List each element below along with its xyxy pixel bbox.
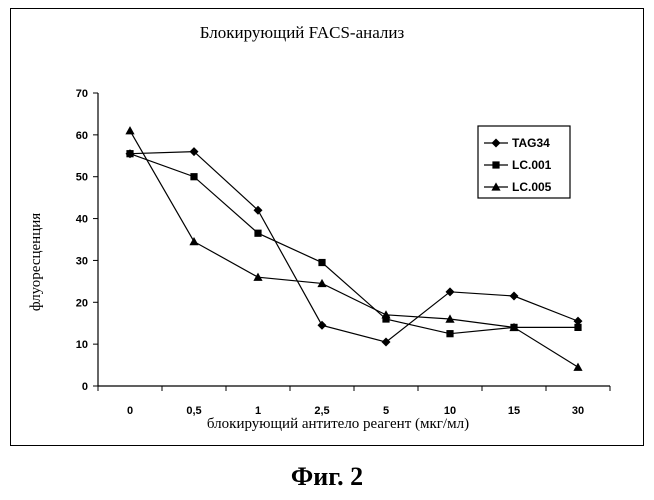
- y-tick-label: 50: [76, 172, 88, 184]
- legend: TAG34 LC.001 LC.005: [477, 125, 571, 199]
- x-axis: 0 0,5 1 2,5 5 10 15 30: [97, 385, 611, 417]
- legend-item: TAG34: [484, 136, 550, 150]
- data-point: [574, 323, 582, 331]
- data-point: [509, 291, 519, 301]
- y-axis-label: флуоресценция: [28, 213, 44, 311]
- data-point: [381, 310, 391, 319]
- data-point: [125, 126, 135, 135]
- data-point: [253, 272, 263, 281]
- x-tick-label: 30: [572, 405, 584, 417]
- series-line: [129, 150, 579, 343]
- data-point: [573, 362, 583, 371]
- data-point: [317, 320, 327, 330]
- data-point: [317, 278, 327, 288]
- legend-label: LC.001: [512, 158, 552, 172]
- data-point: [318, 258, 326, 267]
- data-point: [381, 337, 391, 347]
- figure-caption: Фиг. 2: [290, 462, 364, 491]
- y-tick-label: 60: [76, 130, 88, 142]
- series-line: [129, 130, 579, 368]
- data-point: [573, 316, 583, 326]
- data-point: [509, 322, 519, 332]
- y-tick-label: 0: [82, 381, 88, 393]
- data-point: [190, 173, 198, 181]
- legend-marker: [492, 161, 500, 169]
- data-point: [189, 236, 199, 246]
- x-tick-label: 10: [444, 405, 456, 417]
- legend-label: TAG34: [512, 136, 550, 150]
- x-tick-label: 0: [127, 405, 133, 417]
- x-tick-label: 15: [508, 405, 520, 417]
- chart-frame: [10, 8, 644, 446]
- chart-title: Блокирующий FACS-анализ: [200, 23, 405, 42]
- y-axis: 0 10 20 30 40 50 60 70: [76, 88, 99, 393]
- data-point: [254, 229, 262, 237]
- data-point: [382, 315, 390, 323]
- x-axis-label: блокирующий антитело реагент (мкг/мл): [207, 416, 469, 432]
- data-point: [445, 287, 455, 297]
- data-point: [189, 147, 199, 157]
- data-point: [446, 330, 454, 338]
- y-tick-label: 10: [76, 339, 88, 351]
- series-lc-005: [125, 126, 583, 371]
- x-tick-label: 2,5: [314, 405, 329, 417]
- data-point: [126, 150, 134, 158]
- x-tick-label: 0,5: [186, 405, 201, 417]
- legend-item: LC.001: [484, 158, 552, 172]
- data-point: [253, 205, 263, 215]
- data-point: [445, 314, 455, 323]
- legend-marker: [491, 138, 501, 148]
- series-line: [129, 153, 578, 335]
- y-tick-label: 40: [76, 214, 88, 226]
- chart: Блокирующий FACS-анализ 010203040506070 …: [28, 23, 611, 432]
- x-tick-label: 5: [383, 405, 389, 417]
- y-tick-label: 20: [76, 297, 88, 309]
- legend-marker: [491, 182, 501, 191]
- series-layer: [125, 126, 583, 371]
- legend-label: LC.005: [512, 180, 552, 194]
- x-tick-label: 1: [255, 405, 261, 417]
- legend-item: LC.005: [484, 180, 552, 194]
- y-tick-label: 70: [76, 88, 88, 100]
- y-tick-label: 30: [76, 255, 88, 267]
